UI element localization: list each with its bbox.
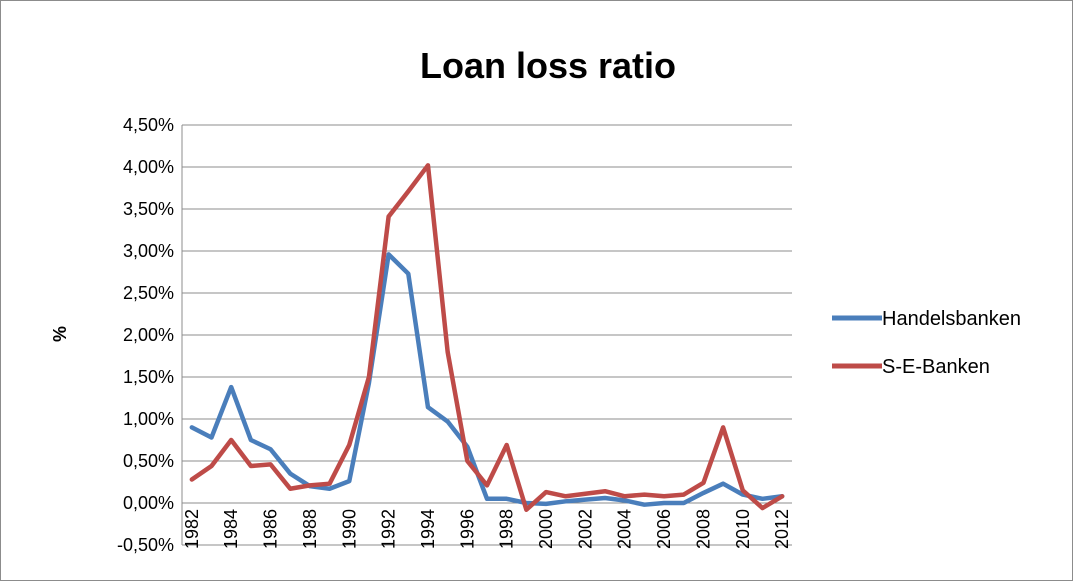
x-tick-label: 1996 [457,509,477,549]
chart-title: Loan loss ratio [420,45,676,86]
y-tick-label: -0,50% [117,535,174,555]
x-tick-label: 2010 [733,509,753,549]
y-tick-label: 2,50% [123,283,174,303]
series-line-2 [189,163,785,512]
y-tick-label: 0,00% [123,493,174,513]
series-lines [189,163,785,512]
x-tick-label: 1988 [300,509,320,549]
x-tick-label: 1992 [379,509,399,549]
x-tick-label: 2008 [693,509,713,549]
legend: Handelsbanken S-E-Banken [832,308,1021,378]
x-tick-label: 1984 [221,509,241,549]
legend-label: Handelsbanken [882,308,1021,330]
x-tick-label: 1990 [339,509,359,549]
y-tick-label: 0,50% [123,451,174,471]
x-tick-label: 2004 [615,509,635,549]
x-tick-label: 1998 [497,509,517,549]
x-tick-label: 2002 [575,509,595,549]
x-tick-label: 1982 [182,509,202,549]
x-tick-label: 2006 [654,509,674,549]
y-tick-label: 2,00% [123,325,174,345]
y-tick-label: 1,50% [123,367,174,387]
y-axis-label: % [50,326,70,342]
legend-label: S-E-Banken [882,356,990,378]
y-axis-ticks: -0,50% 0,00% 0,50% 1,00% 1,50% 2,00% 2,50% 3,00… [117,115,174,555]
y-tick-label: 4,00% [123,157,174,177]
y-tick-label: 3,50% [123,199,174,219]
x-tick-label: 1994 [418,509,438,549]
series-line-1 [189,252,785,507]
x-tick-label: 1986 [261,509,281,549]
x-axis [181,125,792,545]
y-tick-label: 4,50% [123,115,174,135]
x-tick-label: 2000 [536,509,556,549]
y-tick-label: 1,00% [123,409,174,429]
x-axis-ticks: 1982 1984 1986 1988 1990 1992 1994 1996 1998 2000… [182,509,792,549]
y-tick-label: 3,00% [123,241,174,261]
x-tick-label: 2012 [772,509,792,549]
